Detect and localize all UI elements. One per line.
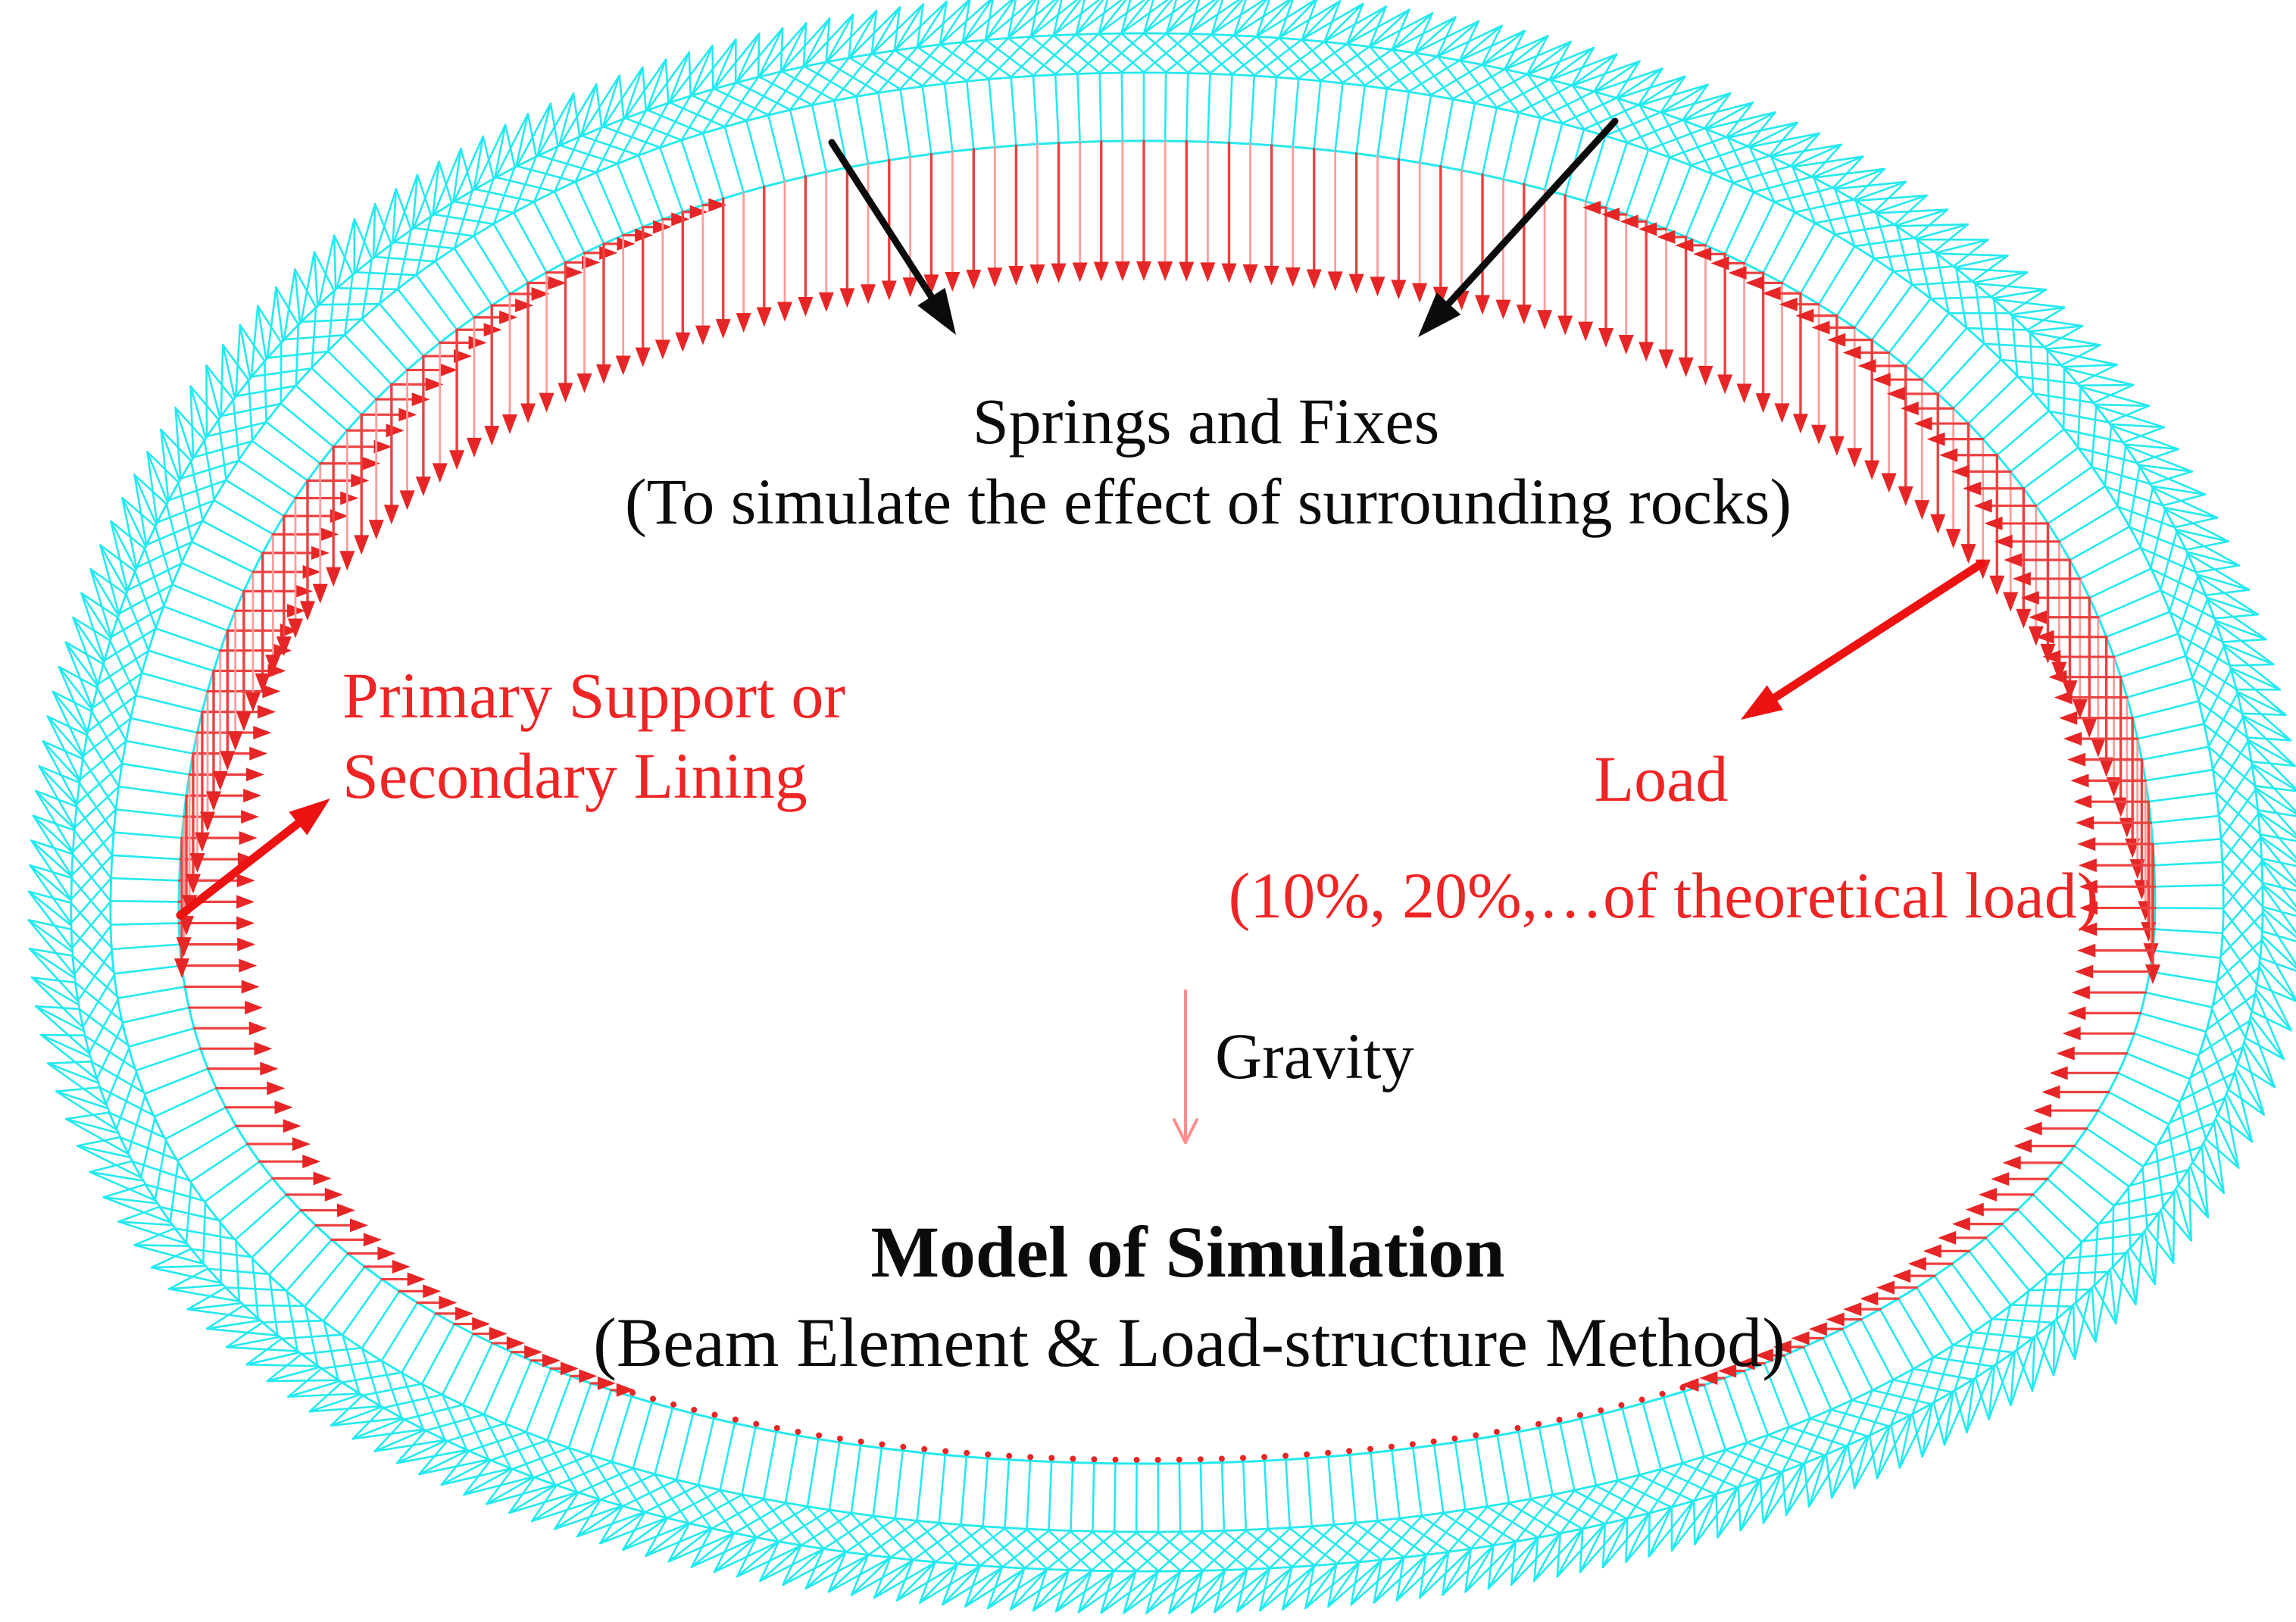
load-callout xyxy=(1741,559,1986,720)
springs-and-fixes-sublabel: (To simulate the effect of surrounding r… xyxy=(625,465,1792,538)
load-label: Load xyxy=(1594,742,1729,815)
load-percentage-label: (10%, 20%,…of theoretical load) xyxy=(1228,859,2099,932)
lining-curve xyxy=(177,139,2157,1465)
springs-callout-left xyxy=(828,139,956,335)
spring-symbols-ring xyxy=(27,0,2296,1614)
secondary-lining-label: Secondary Lining xyxy=(342,739,808,812)
gravity-arrow xyxy=(1173,989,1198,1144)
springs-and-fixes-label: Springs and Fixes xyxy=(972,385,1440,458)
model-of-simulation-subtitle: (Beam Element & Load-structure Method) xyxy=(593,1304,1785,1381)
gravity-label: Gravity xyxy=(1215,1020,1414,1092)
load-arrows-ring xyxy=(173,139,2161,1463)
callout-arrows xyxy=(176,117,1986,1144)
primary-support-label: Primary Support or xyxy=(342,659,846,732)
primary-support-callout xyxy=(176,798,330,920)
springs-callout-right xyxy=(1418,117,1619,337)
model-of-simulation-title: Model of Simulation xyxy=(870,1211,1505,1292)
